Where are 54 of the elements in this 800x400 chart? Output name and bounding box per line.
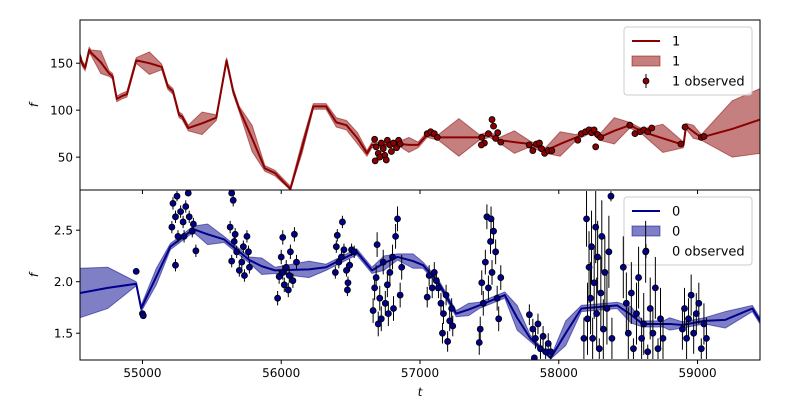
y-tick-label: 2.0 bbox=[54, 274, 73, 289]
legend-label: 0 bbox=[672, 224, 680, 240]
point bbox=[396, 140, 404, 148]
point bbox=[434, 134, 441, 141]
y-tick-label: 100 bbox=[50, 103, 73, 118]
point bbox=[538, 145, 545, 152]
point bbox=[678, 140, 684, 148]
point bbox=[388, 148, 395, 155]
point bbox=[371, 136, 378, 143]
legend-label: 1 bbox=[672, 54, 680, 70]
point bbox=[682, 124, 688, 130]
x-tick-label: 59000 bbox=[678, 366, 717, 380]
point bbox=[644, 128, 652, 136]
point bbox=[372, 157, 379, 164]
x-tick-label: 55000 bbox=[123, 366, 162, 380]
point bbox=[536, 140, 543, 146]
point bbox=[529, 147, 536, 154]
y-axis-title: f bbox=[27, 271, 41, 278]
point bbox=[592, 143, 600, 150]
text: 1 bbox=[672, 34, 680, 50]
point bbox=[490, 122, 497, 130]
text: 0 bbox=[672, 204, 680, 220]
point bbox=[378, 140, 385, 146]
point bbox=[478, 142, 485, 148]
point bbox=[526, 142, 533, 148]
x-tick-label: 57000 bbox=[400, 366, 440, 380]
y-axis-title: f bbox=[27, 101, 41, 108]
point bbox=[382, 156, 390, 164]
y-tick-label: 50 bbox=[58, 150, 73, 164]
point bbox=[700, 133, 708, 140]
point bbox=[590, 126, 598, 134]
y-tick-label: 2.5 bbox=[54, 223, 73, 238]
x-tick-label: 56000 bbox=[262, 366, 300, 380]
y-tick-label: 1.5 bbox=[54, 326, 73, 340]
x-tick-label: 58000 bbox=[540, 366, 578, 380]
point bbox=[494, 129, 502, 136]
y-tick-label: 150 bbox=[50, 56, 73, 70]
point bbox=[478, 134, 486, 141]
point bbox=[597, 134, 604, 141]
point bbox=[626, 122, 634, 129]
point bbox=[497, 138, 504, 146]
x-axis-title: t bbox=[418, 385, 424, 399]
point bbox=[492, 134, 500, 142]
point bbox=[485, 130, 492, 138]
point bbox=[376, 154, 384, 161]
point bbox=[632, 130, 638, 138]
point bbox=[372, 143, 380, 150]
legend-label: 1 observed bbox=[672, 74, 745, 90]
point bbox=[574, 136, 582, 144]
point bbox=[380, 145, 387, 152]
legend-label: 0 observed bbox=[672, 244, 745, 260]
point bbox=[488, 116, 496, 123]
point bbox=[548, 147, 556, 154]
point bbox=[648, 124, 656, 132]
